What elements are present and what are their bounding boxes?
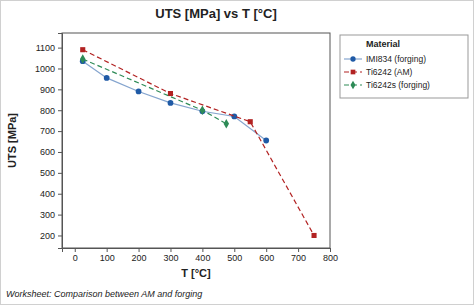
tick: 400: [195, 248, 210, 263]
marker: [263, 138, 269, 144]
tick: 700: [40, 126, 62, 136]
chart: UTS [MPa] vs T [°C] 0 100 200 300 400 500 600 70…: [0, 0, 474, 305]
tick-label: 700: [291, 253, 306, 263]
tick-label: 500: [227, 253, 242, 263]
tick-mark: [107, 248, 108, 252]
tick-mark: [58, 194, 62, 195]
tick: 500: [227, 248, 242, 263]
background: [1, 1, 474, 305]
series-line: [83, 61, 266, 140]
tick-label: 900: [40, 85, 55, 95]
legend-frame: [340, 35, 468, 98]
tick-mark: [75, 248, 76, 252]
tick-label: 200: [40, 231, 55, 241]
series-line: [83, 59, 227, 124]
tick-mark: [58, 215, 62, 216]
marker: [248, 119, 253, 124]
marker: [104, 75, 110, 81]
tick-label: 200: [132, 253, 147, 263]
tick: 900: [40, 85, 62, 95]
marker: [80, 47, 85, 52]
tick: 100: [100, 248, 115, 263]
marker: [80, 54, 85, 63]
marker: [200, 105, 205, 114]
plot-area: [80, 47, 317, 238]
title: UTS [MPa] vs T [°C]: [155, 6, 276, 21]
tick-mark: [170, 248, 171, 252]
tick-label: 400: [195, 253, 210, 263]
tick-label: 700: [40, 126, 55, 136]
marker: [136, 89, 142, 95]
legend-marker: [351, 70, 356, 75]
marker: [168, 91, 173, 96]
tick-label: 600: [259, 253, 274, 263]
tick-mark: [266, 248, 267, 252]
legend: Material IMI834 (forging) Ti6242 (AM) Ti624…: [340, 35, 468, 98]
axis-line: [63, 249, 331, 253]
tick-mark: [202, 248, 203, 252]
tick-mark: [330, 248, 331, 252]
axis-line: [58, 34, 63, 249]
tick-label: 300: [163, 253, 178, 263]
tick-mark: [139, 248, 140, 252]
tick-label: 1100: [36, 43, 55, 53]
tick-label: 100: [100, 253, 115, 263]
x-axis-title: T [°C]: [181, 267, 211, 279]
tick-label: 500: [40, 168, 55, 178]
tick: 600: [259, 248, 274, 263]
legend-entry: IMI834 (forging): [344, 54, 426, 64]
tick: 300: [163, 248, 178, 263]
marker: [311, 233, 316, 238]
y-axis-title: UTS [MPa]: [6, 113, 18, 168]
marker: [168, 100, 174, 106]
tick-mark: [58, 235, 62, 236]
tick: 1000: [35, 64, 62, 74]
tick: 200: [132, 248, 147, 263]
annotation: Worksheet: Comparison between AM and for…: [6, 289, 202, 299]
tick-mark: [58, 89, 62, 90]
tick-mark: [58, 152, 62, 153]
tick: 600: [40, 147, 62, 157]
tick: 400: [40, 189, 62, 199]
x-axis: 0 100 200 300 400 500 600 700 800: [63, 248, 339, 263]
tick-mark: [58, 173, 62, 174]
legend-marker: [350, 81, 355, 90]
tick-mark: [58, 110, 62, 111]
tick-label: 300: [40, 210, 55, 220]
legend-entry: Ti6242s (forging): [344, 80, 430, 90]
tick: 300: [40, 210, 62, 220]
y-axis: 200 300 400 500 600 700 800 900 1000 1100: [35, 34, 63, 249]
tick: 0: [73, 248, 78, 263]
tick-mark: [58, 68, 62, 69]
legend-entry: Ti6242 (AM): [344, 67, 413, 77]
legend-label: IMI834 (forging): [366, 54, 426, 64]
tick-label: 1000: [35, 64, 55, 74]
tick: 200: [40, 231, 62, 241]
legend-title: Material: [366, 39, 400, 49]
plot-frame: [62, 33, 330, 248]
tick-label: 0: [73, 253, 78, 263]
legend-label: Ti6242 (AM): [366, 67, 413, 77]
marker: [224, 119, 229, 128]
tick: 700: [291, 248, 306, 263]
tick-mark: [234, 248, 235, 252]
tick: 800: [323, 248, 338, 263]
tick-mark: [298, 248, 299, 252]
tick: 800: [40, 106, 62, 116]
tick-label: 600: [40, 147, 55, 157]
tick-mark: [58, 131, 62, 132]
tick: 500: [40, 168, 62, 178]
tick-label: 800: [323, 253, 338, 263]
tick-label: 400: [40, 189, 55, 199]
legend-marker: [350, 56, 355, 61]
tick-label: 800: [40, 106, 55, 116]
tick: 1100: [36, 43, 62, 53]
marker: [231, 114, 237, 120]
tick-mark: [58, 48, 62, 49]
legend-label: Ti6242s (forging): [366, 80, 430, 90]
series-line: [83, 50, 314, 236]
